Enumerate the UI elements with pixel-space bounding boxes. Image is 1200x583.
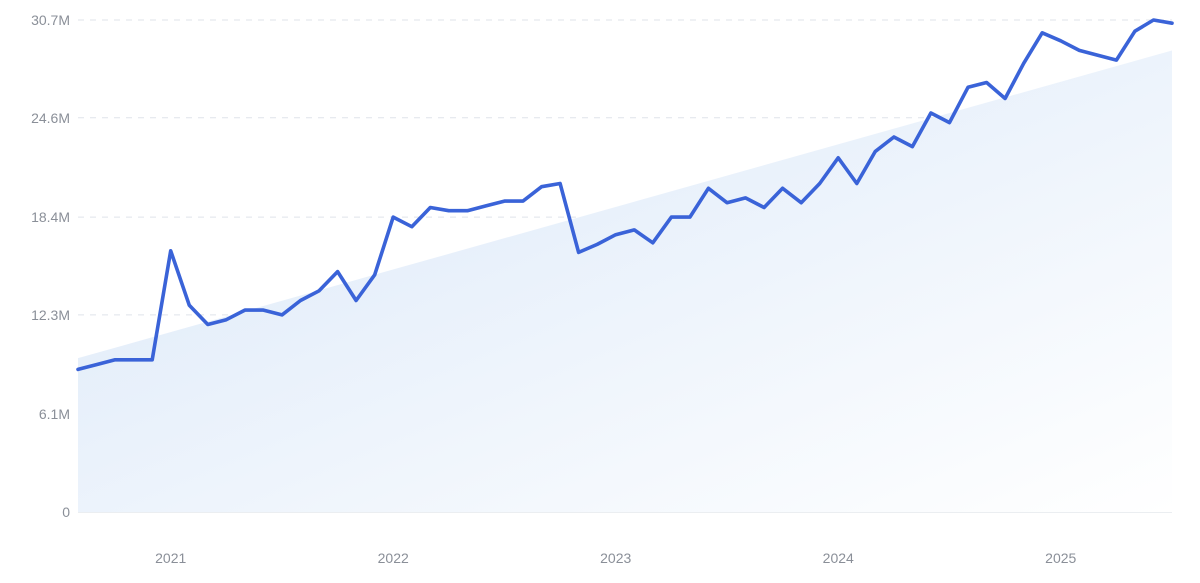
series-line	[76, 18, 1174, 372]
x-tick-label: 2025	[1045, 550, 1076, 566]
y-tick-label: 0	[62, 504, 70, 520]
y-tick-label: 12.3M	[31, 307, 70, 323]
y-tick-label: 6.1M	[39, 406, 70, 422]
series	[76, 18, 1174, 372]
x-tick-label: 2021	[155, 550, 186, 566]
x-axis-ticks: 2021 2022 2023 2024 2025	[155, 550, 1076, 566]
x-tick-label: 2022	[378, 550, 409, 566]
y-tick-label: 30.7M	[31, 12, 70, 28]
y-axis-ticks: 0 6.1M 12.3M 18.4M 24.6M 30.7M	[31, 12, 70, 520]
x-tick-label: 2024	[823, 550, 854, 566]
y-tick-label: 24.6M	[31, 110, 70, 126]
x-tick-label: 2023	[600, 550, 631, 566]
trend-area-shape	[78, 50, 1172, 512]
trend-area	[78, 50, 1172, 512]
y-tick-label: 18.4M	[31, 209, 70, 225]
